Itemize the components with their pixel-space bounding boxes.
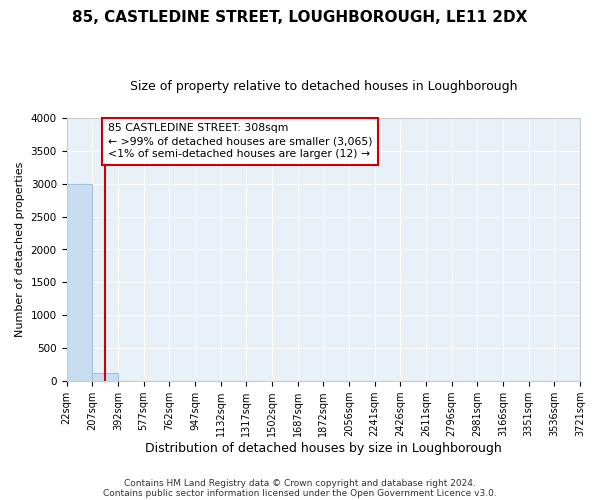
X-axis label: Distribution of detached houses by size in Loughborough: Distribution of detached houses by size … [145,442,502,455]
Text: 85 CASTLEDINE STREET: 308sqm
← >99% of detached houses are smaller (3,065)
<1% o: 85 CASTLEDINE STREET: 308sqm ← >99% of d… [107,123,372,160]
Text: Contains HM Land Registry data © Crown copyright and database right 2024.: Contains HM Land Registry data © Crown c… [124,478,476,488]
Title: Size of property relative to detached houses in Loughborough: Size of property relative to detached ho… [130,80,517,93]
Y-axis label: Number of detached properties: Number of detached properties [15,162,25,337]
Text: Contains public sector information licensed under the Open Government Licence v3: Contains public sector information licen… [103,488,497,498]
Text: 85, CASTLEDINE STREET, LOUGHBOROUGH, LE11 2DX: 85, CASTLEDINE STREET, LOUGHBOROUGH, LE1… [73,10,527,25]
Bar [92,374,118,381]
Bar [67,184,92,381]
